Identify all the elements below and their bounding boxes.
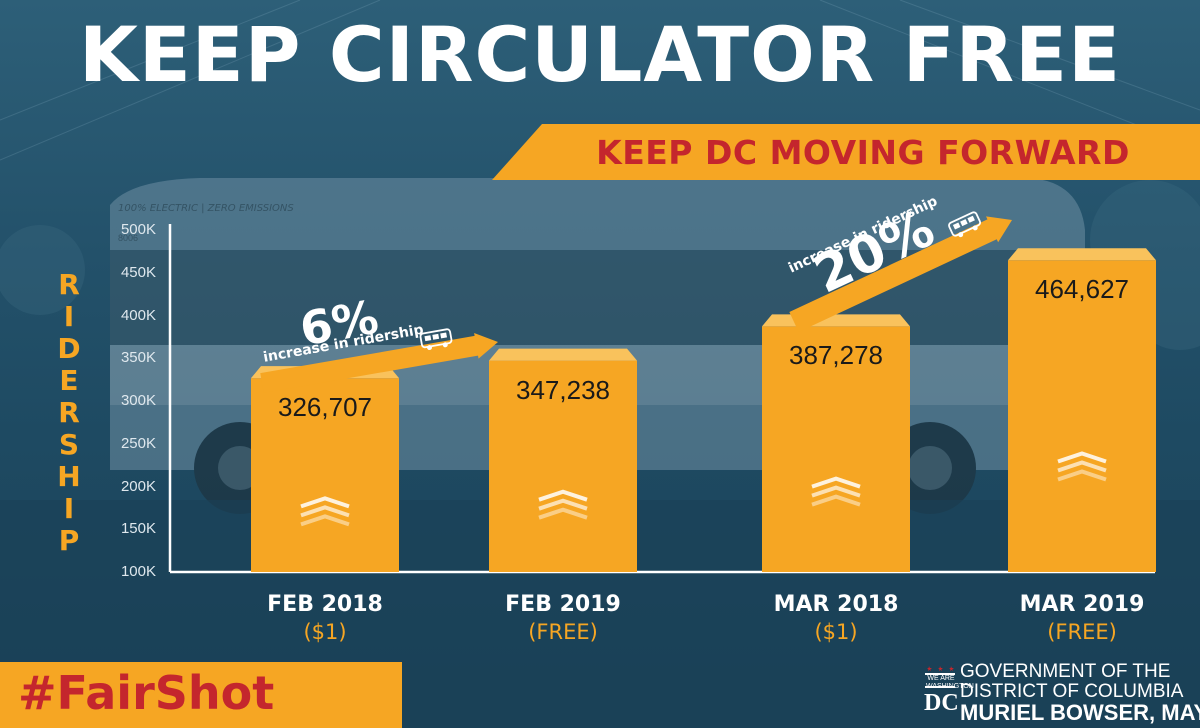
chevron-icon	[538, 498, 588, 511]
chevron-icon	[1057, 451, 1107, 464]
category-label: MAR 2018	[773, 592, 899, 617]
subtitle-banner	[492, 124, 1200, 180]
growth-arrow-icon	[260, 332, 498, 393]
y-axis-label-letter: I	[63, 492, 75, 525]
bar-3	[1008, 260, 1156, 572]
bar-top-1	[489, 348, 637, 361]
y-axis-label-letter: E	[59, 364, 79, 397]
chevron-icon	[1057, 460, 1107, 473]
chevron-icon	[300, 514, 350, 527]
chevron-icon	[811, 476, 861, 489]
dc-seal-icon	[925, 666, 955, 688]
category-label: FEB 2019	[505, 592, 621, 617]
y-axis-label-letter: S	[58, 428, 80, 461]
y-axis-label-letter: R	[58, 396, 80, 429]
category-label: FEB 2018	[267, 592, 383, 617]
hashtag-banner	[0, 662, 402, 728]
bar-0	[251, 378, 399, 572]
gov-line-1: GOVERNMENT OF THE	[960, 661, 1171, 682]
y-tick-label: 200K	[120, 477, 156, 495]
bar-top-3	[1008, 248, 1156, 261]
ridership-chart	[168, 211, 1156, 574]
category-price-note: ($1)	[814, 620, 858, 644]
y-tick-label: 100K	[120, 563, 156, 580]
category-price-note: (FREE)	[1047, 620, 1117, 644]
seal-letters: DC	[924, 690, 959, 716]
chevron-icon	[538, 507, 588, 520]
chevron-icon	[300, 505, 350, 518]
gov-line-2: DISTRICT OF COLUMBIA	[960, 681, 1184, 702]
seal-text: WE ARE WASHINGTON	[926, 675, 974, 690]
y-axis-label-letter: H	[57, 460, 81, 493]
chevron-icon	[811, 485, 861, 498]
bus-icon	[419, 328, 453, 351]
building-facade	[0, 0, 1200, 161]
category-price-note: ($1)	[303, 620, 347, 644]
subtitle: KEEP DC MOVING FORWARD	[596, 133, 1130, 172]
y-tick-label: 450K	[120, 263, 156, 281]
category-price-note: (FREE)	[528, 620, 598, 644]
y-tick-label: 350K	[120, 349, 156, 367]
page-title: KEEP CIRCULATOR FREE	[79, 10, 1121, 99]
bar-value-label: 347,238	[516, 374, 610, 405]
bar-value-label: 464,627	[1035, 274, 1129, 305]
y-axis-label-letter: I	[63, 300, 75, 333]
y-axis-label-letter: R	[58, 268, 80, 301]
y-tick-label: 150K	[120, 520, 156, 538]
chevron-icon	[1057, 469, 1107, 482]
category-label: MAR 2019	[1019, 592, 1145, 617]
growth-arrow-icon	[789, 216, 1012, 332]
bus-number: 8006	[118, 233, 138, 243]
bus-icon	[948, 211, 982, 238]
bar-value-label: 326,707	[278, 392, 372, 423]
gov-line-3: MURIEL BOWSER, MAYOR	[960, 700, 1200, 725]
chevron-icon	[538, 489, 588, 502]
bar-1	[489, 360, 637, 572]
chevron-icon	[300, 496, 350, 509]
y-axis-label-letter: P	[58, 524, 80, 557]
bar-value-label: 387,278	[789, 340, 883, 371]
y-tick-label: 500K	[120, 221, 156, 238]
y-tick-label: 250K	[120, 434, 156, 452]
y-tick-label: 400K	[120, 306, 156, 324]
bus-side-text: 100% ELECTRIC | ZERO EMISSIONS	[118, 203, 294, 214]
y-tick-label: 300K	[120, 392, 156, 409]
chevron-icon	[811, 494, 861, 507]
y-axis-label-letter: D	[57, 332, 81, 365]
hashtag: #FairShot	[18, 666, 275, 720]
bar-2	[762, 326, 910, 572]
bar-top-2	[762, 314, 910, 327]
